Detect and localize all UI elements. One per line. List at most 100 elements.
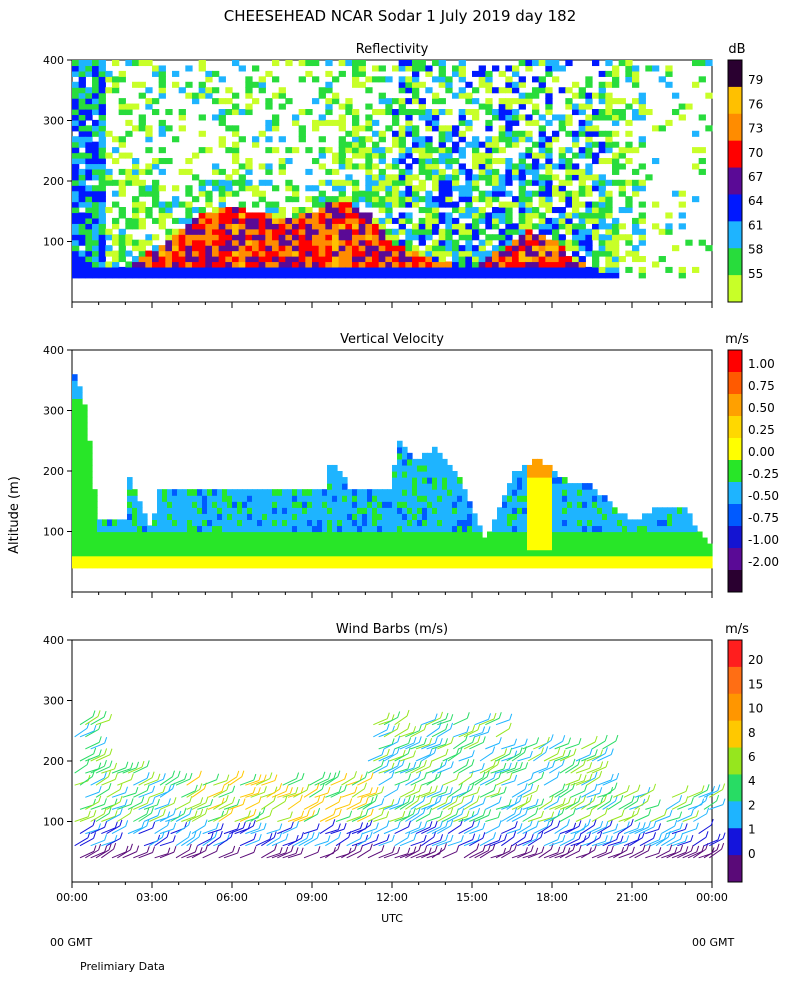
reflectivity-cell (658, 256, 666, 263)
reflectivity-cell (585, 147, 593, 154)
reflectivity-cell (498, 114, 506, 121)
reflectivity-cell (478, 174, 486, 181)
reflectivity-cell (258, 250, 266, 257)
velocity-cell (497, 549, 503, 557)
reflectivity-cell (498, 109, 506, 116)
wind-barb (399, 789, 414, 798)
reflectivity-cell (298, 207, 306, 214)
reflectivity-cell (538, 114, 546, 121)
velocity-cell (272, 525, 278, 533)
reflectivity-cell (358, 239, 366, 246)
reflectivity-cell (498, 272, 506, 279)
colorbar-swatch (728, 774, 742, 802)
velocity-cell (427, 477, 433, 484)
reflectivity-cell (85, 223, 93, 230)
velocity-cell (412, 489, 418, 496)
wind-barb-flag (445, 786, 449, 793)
wind-barb (447, 813, 462, 822)
wind-barb (362, 839, 377, 847)
reflectivity-cell (352, 70, 360, 77)
wind-barb-flag (359, 832, 363, 839)
colorbar-label: 64 (748, 194, 763, 208)
wind-barb (421, 826, 436, 835)
velocity-cell (107, 531, 113, 539)
reflectivity-cell (605, 228, 613, 235)
velocity-cell (552, 477, 558, 484)
velocity-cell (337, 543, 343, 551)
velocity-cell (412, 519, 418, 527)
wind-barb-flag (493, 712, 497, 720)
velocity-cell (587, 537, 593, 545)
reflectivity-cell (192, 239, 200, 246)
reflectivity-cell (152, 261, 160, 268)
wind-barb-flag (87, 810, 91, 817)
reflectivity-cell (338, 207, 346, 214)
velocity-cell (437, 501, 443, 508)
reflectivity-cell (372, 266, 380, 273)
reflectivity-cell (525, 234, 533, 241)
velocity-cell (602, 495, 608, 502)
wind-barb-flag (317, 796, 321, 803)
wind-barb-flag (498, 712, 502, 719)
reflectivity-cell (452, 201, 460, 208)
velocity-cell (452, 543, 458, 551)
reflectivity-cell (278, 250, 286, 257)
velocity-cell (307, 543, 313, 551)
wind-barb-flag (440, 834, 444, 841)
reflectivity-cell (378, 92, 386, 99)
wind-barb-flag (429, 748, 433, 755)
colorbar-swatch (728, 666, 742, 695)
velocity-cell (417, 483, 423, 490)
reflectivity-cell (512, 70, 520, 77)
velocity-cell (182, 501, 188, 508)
wind-barb (287, 816, 302, 822)
reflectivity-cell (258, 212, 266, 219)
velocity-cell (412, 471, 418, 478)
reflectivity-cell (112, 201, 120, 208)
reflectivity-cell (158, 223, 166, 230)
reflectivity-cell (305, 223, 313, 230)
reflectivity-cell (485, 87, 493, 94)
reflectivity-cell (438, 245, 446, 252)
reflectivity-cell (492, 109, 500, 116)
wind-barb-flag (450, 722, 454, 730)
velocity-cell (87, 458, 93, 466)
reflectivity-cell (612, 179, 620, 186)
reflectivity-cell (118, 141, 126, 148)
velocity-cell (507, 489, 513, 496)
wind-barb (405, 777, 419, 786)
wind-barb (90, 803, 105, 810)
velocity-cell (412, 525, 418, 533)
wind-barb (213, 800, 227, 810)
reflectivity-cell (452, 174, 460, 181)
colorbar-swatch (728, 60, 742, 88)
velocity-cell (567, 507, 573, 514)
velocity-cell (467, 525, 473, 533)
velocity-cell (337, 549, 343, 557)
reflectivity-cell (412, 256, 420, 263)
reflectivity-cell (612, 70, 620, 77)
velocity-cell (582, 513, 588, 520)
reflectivity-cell (398, 179, 406, 186)
velocity-cell (412, 507, 418, 514)
reflectivity-cell (78, 179, 86, 186)
velocity-cell (342, 519, 348, 527)
velocity-cell (317, 525, 323, 533)
reflectivity-cell (165, 109, 173, 116)
velocity-cell (297, 543, 303, 551)
velocity-cell (437, 477, 443, 484)
velocity-cell (207, 555, 213, 563)
reflectivity-cell (525, 190, 533, 197)
reflectivity-cell (558, 261, 566, 268)
wind-barb (367, 754, 383, 762)
reflectivity-cell (392, 174, 400, 181)
wind-barb (282, 826, 297, 835)
velocity-cell (122, 531, 128, 539)
velocity-cell (77, 428, 83, 436)
velocity-cell (422, 477, 428, 484)
reflectivity-cell (598, 245, 606, 252)
reflectivity-cell (158, 245, 166, 252)
reflectivity-cell (98, 212, 106, 219)
velocity-cell (182, 537, 188, 545)
velocity-cell (322, 519, 328, 527)
